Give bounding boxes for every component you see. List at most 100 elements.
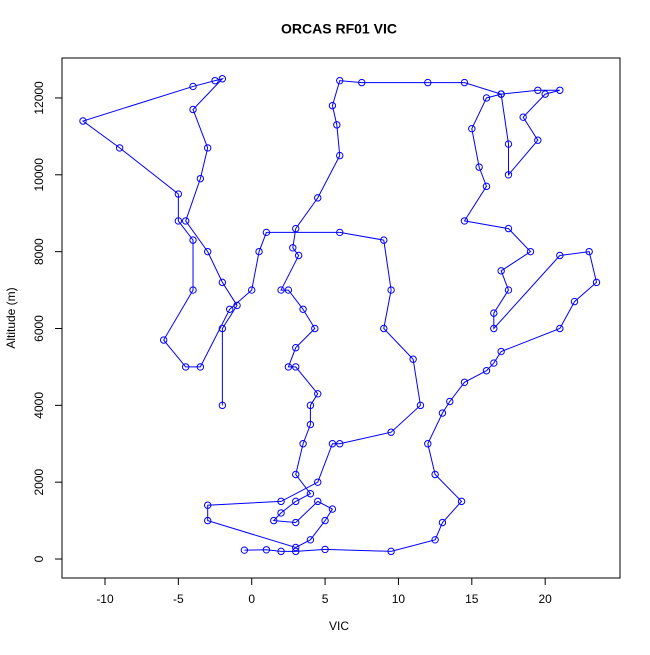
data-point [460, 217, 469, 225]
data-point [380, 324, 388, 333]
data-point [519, 113, 527, 121]
data-point [181, 363, 190, 371]
data-point [277, 497, 285, 506]
data-point [174, 217, 183, 225]
data-point [311, 324, 319, 333]
x-tick-label: -5 [173, 592, 184, 606]
data-point [203, 516, 212, 525]
data-point [556, 251, 564, 260]
data-point [115, 144, 124, 152]
data-point [556, 86, 564, 94]
data-point [284, 363, 293, 371]
data-line [81, 77, 598, 552]
data-point [424, 440, 432, 448]
data-point [255, 247, 263, 256]
data-point [292, 497, 300, 506]
data-point [321, 545, 329, 554]
data-point [336, 228, 344, 237]
data-point [460, 378, 469, 386]
data-point [409, 355, 417, 363]
data-point [570, 297, 579, 306]
data-point [289, 244, 297, 252]
data-point [416, 401, 425, 410]
x-tick-label: 10 [392, 592, 406, 606]
data-point [490, 309, 498, 317]
y-tick-label: 0 [32, 555, 46, 562]
x-tick-label: 15 [465, 592, 479, 606]
data-point [292, 470, 300, 479]
data-point [292, 518, 300, 527]
data-point [270, 516, 278, 525]
x-tick-label: 20 [538, 592, 552, 606]
data-point [181, 217, 190, 225]
data-point [468, 124, 476, 133]
data-point [482, 94, 491, 102]
data-point [438, 409, 447, 417]
data-point [306, 420, 315, 429]
data-point [306, 401, 315, 410]
data-point [233, 301, 241, 310]
data-point [299, 440, 307, 448]
data-point [387, 286, 395, 294]
y-tick-label: 4000 [32, 392, 46, 419]
y-tick-label: 6000 [32, 315, 46, 342]
data-point [497, 347, 505, 356]
data-point [438, 518, 447, 527]
data-point [284, 286, 293, 294]
data-point [294, 251, 303, 260]
data-point [314, 478, 322, 486]
data-point [211, 76, 219, 85]
y-axis-label: Altitude (m) [4, 287, 18, 348]
data-point [380, 236, 388, 244]
data-point [314, 194, 322, 202]
data-point [585, 247, 593, 256]
data-point [526, 247, 535, 256]
data-point [196, 363, 205, 371]
data-point [336, 151, 344, 160]
data-point [79, 117, 87, 125]
data-point [431, 536, 439, 544]
data-point [218, 75, 227, 83]
data-point [497, 267, 505, 275]
data-point [277, 509, 285, 517]
data-point [321, 516, 329, 525]
data-point [333, 121, 341, 129]
data-point [189, 82, 197, 91]
data-point [490, 359, 498, 367]
data-point [292, 543, 300, 552]
data-point [299, 305, 307, 313]
data-point [431, 470, 439, 479]
data-point [189, 105, 197, 114]
data-point [328, 101, 337, 110]
data-point [262, 228, 271, 237]
y-tick-label: 10000 [32, 158, 46, 192]
data-point [277, 286, 285, 294]
data-point [482, 367, 491, 375]
x-tick-label: -10 [96, 592, 114, 606]
data-point [277, 547, 285, 556]
data-point [218, 324, 227, 333]
data-point [475, 163, 483, 171]
data-point [504, 286, 513, 294]
plot-frame [61, 57, 621, 579]
data-point [504, 140, 513, 148]
data-point [387, 547, 395, 556]
data-point [328, 440, 337, 448]
data-point [446, 397, 454, 406]
data-point [314, 497, 322, 506]
data-point [248, 286, 256, 294]
chart-title: ORCAS RF01 VIC [281, 21, 397, 37]
x-axis-label: VIC [329, 619, 349, 633]
data-point [159, 336, 168, 344]
data-point [328, 505, 337, 513]
data-point [556, 324, 564, 333]
data-point [174, 190, 183, 198]
data-point [189, 286, 197, 294]
data-point [292, 224, 300, 233]
data-point [457, 497, 466, 506]
data-point [306, 536, 315, 544]
data-point [262, 546, 271, 554]
data-point [497, 90, 505, 98]
